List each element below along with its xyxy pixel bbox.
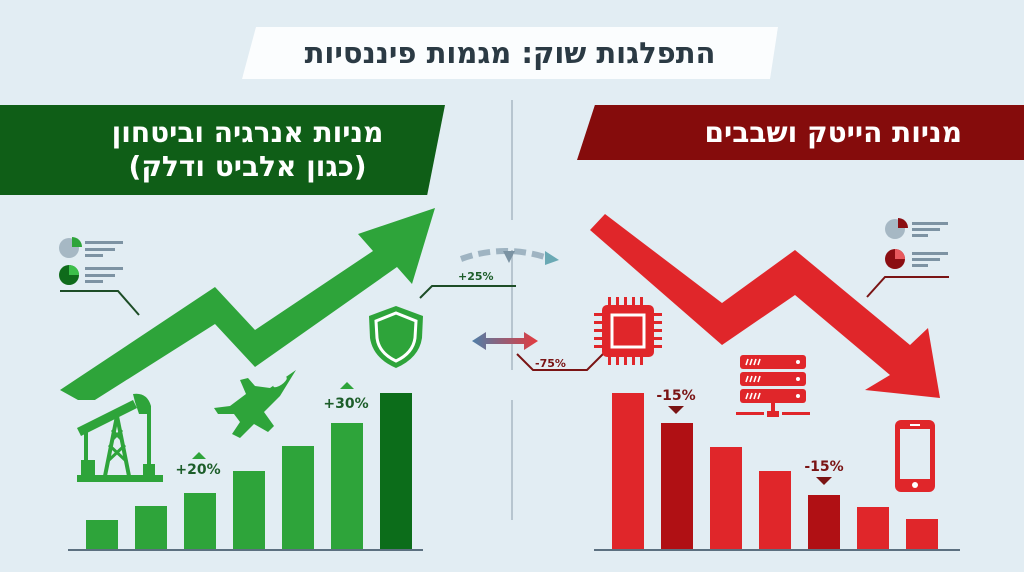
page-title-text: התפלגות שוק: מגמות פיננסיות	[304, 36, 716, 70]
bidirectional-arrow-icon	[472, 332, 538, 350]
bar-annotation: -15%	[804, 459, 844, 475]
energy-defense-title: מניות אנרגיה וביטחון	[111, 116, 384, 149]
center-divider	[511, 100, 513, 550]
trend-down-arrow-icon	[590, 214, 940, 398]
up-triangle-icon	[192, 452, 206, 459]
energy-chart-baseline	[68, 549, 423, 551]
chart-bar-highlight	[380, 393, 412, 550]
chart-bar	[331, 423, 363, 550]
down-triangle-icon	[668, 406, 684, 414]
hitech-chart-baseline	[594, 549, 960, 551]
cpu-chip-icon	[594, 297, 662, 365]
chart-bar	[710, 447, 742, 550]
chart-bar	[857, 507, 889, 550]
center-up-label: +25%	[458, 270, 494, 283]
up-triangle-icon	[340, 382, 354, 389]
bar-annotation: +20%	[175, 462, 221, 478]
chart-bar	[86, 520, 118, 550]
chart-bar	[184, 493, 216, 550]
energy-defense-subtitle: (כגון אלביט ודלק)	[128, 150, 367, 183]
center-down-label: -75%	[535, 357, 566, 370]
pie-legend-icon	[866, 218, 949, 298]
shield-icon	[369, 306, 423, 368]
hitech-title: מניות הייטק ושבבים	[704, 116, 962, 149]
chart-bar	[282, 446, 314, 550]
callout-line-down	[516, 353, 604, 371]
chart-bar	[233, 471, 265, 550]
energy-bar-chart	[86, 390, 412, 550]
chart-bar	[612, 393, 644, 550]
pie-legend-icon	[59, 237, 140, 316]
chart-bar	[906, 519, 938, 550]
chart-bar	[759, 471, 791, 550]
trend-up-arrow-icon	[60, 208, 435, 400]
down-triangle-icon	[816, 477, 832, 485]
fighter-jet-icon	[214, 370, 296, 438]
chart-bar	[135, 506, 167, 550]
cycle-arrow-icon	[459, 248, 559, 265]
bar-annotation: -15%	[656, 388, 696, 404]
chart-bar-highlight	[661, 423, 693, 550]
oil-pump-icon	[77, 393, 163, 482]
chart-bar-highlight	[808, 495, 840, 550]
energy-defense-banner: מניות אנרגיה וביטחון (כגון אלביט ודלק)	[0, 105, 445, 195]
smartphone-icon	[895, 420, 935, 492]
bar-annotation: +30%	[323, 396, 369, 412]
callout-line-up	[419, 285, 516, 299]
page-title: התפלגות שוק: מגמות פיננסיות	[242, 27, 778, 79]
server-icon	[736, 355, 810, 417]
hitech-banner: מניות הייטק ושבבים	[577, 105, 1024, 160]
hitech-bar-chart	[612, 390, 942, 550]
